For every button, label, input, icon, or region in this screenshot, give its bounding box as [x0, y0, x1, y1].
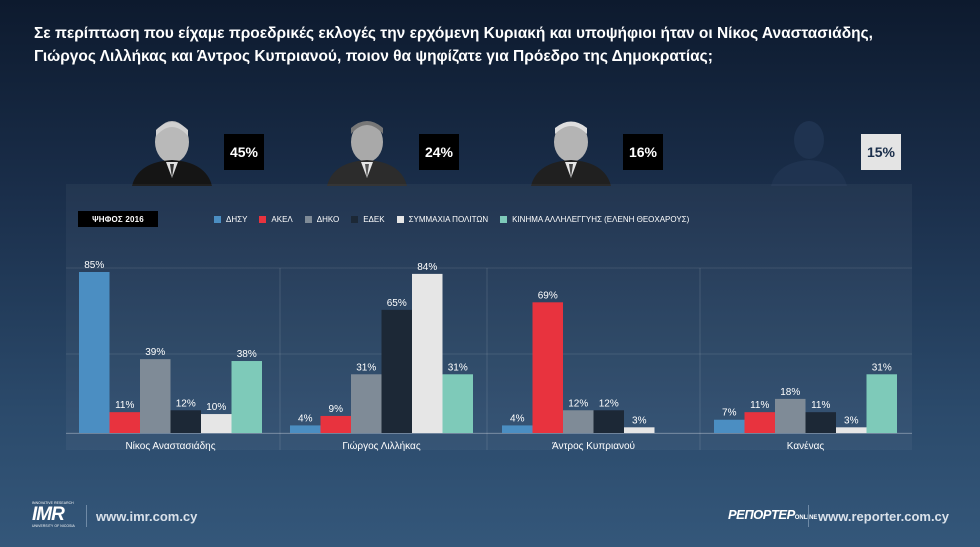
legend-label-3: ΕΔΕΚ: [363, 214, 385, 224]
bar-label-0-1: 11%: [115, 400, 134, 411]
imr-logo: INNOVATIVE RESEARCH IMR UNIVERSITY OF NI…: [32, 501, 82, 528]
bar-3-1: [744, 412, 775, 433]
bar-label-3-3: 11%: [811, 400, 830, 411]
bar-label-0-4: 10%: [206, 402, 226, 413]
legend-swatch-1: [259, 215, 267, 223]
bar-0-4: [201, 414, 232, 433]
legend-label-4: ΣΥΜΜΑΧΙΑ ΠΟΛΙΤΩΝ: [408, 214, 489, 224]
bar-label-2-3: 12%: [599, 398, 619, 409]
category-label-2: Άντρος Κυπριανού: [552, 440, 635, 452]
bar-1-1: [320, 415, 351, 433]
legend-label-1: ΑΚΕΛ: [271, 214, 293, 224]
bar-label-0-2: 39%: [145, 347, 165, 358]
candidate-photo-anastasiadis: [132, 121, 212, 186]
survey-question: Σε περίπτωση που είχαμε προεδρικές εκλογ…: [34, 25, 873, 65]
footer-divider: [86, 505, 87, 527]
reporter-logo-text: ΡΕΠΟΡΤΕΡ: [728, 507, 795, 522]
vote-2016-tag: ΨΗΦΟΣ 2016: [78, 211, 158, 227]
bar-label-1-0: 4%: [298, 413, 313, 424]
reporter-website-link[interactable]: www.reporter.com.cy: [818, 509, 950, 524]
bar-label-2-2: 12%: [568, 398, 588, 409]
legend-label-0: ΔΗΣΥ: [226, 214, 248, 224]
bar-label-1-3: 65%: [387, 298, 407, 309]
bar-label-1-1: 9%: [329, 404, 344, 415]
bar-label-2-4: 3%: [632, 415, 647, 426]
bar-label-3-0: 7%: [722, 408, 737, 419]
bar-1-4: [412, 273, 443, 433]
candidate-lillikas: 24%: [327, 112, 459, 186]
bar-label-1-4: 84%: [417, 262, 437, 273]
bar-1-2: [351, 374, 382, 433]
bar-label-0-0: 85%: [84, 260, 104, 271]
reporter-logo: ΡΕΠΟΡΤΕΡONLINE: [728, 507, 817, 522]
legend-swatch-4: [396, 215, 404, 223]
candidate-pct-anastasiadis: 45%: [224, 134, 264, 170]
bar-0-0: [79, 272, 110, 433]
imr-website-link[interactable]: www.imr.com.cy: [96, 509, 198, 524]
bar-3-0: [714, 419, 745, 433]
footer-divider: [808, 505, 809, 527]
bar-label-3-1: 11%: [750, 400, 769, 411]
bar-label-0-5: 38%: [237, 349, 257, 360]
bar-2-0: [502, 425, 533, 433]
bar-label-0-3: 12%: [176, 398, 196, 409]
category-label-1: Γιώργος Λιλλήκας: [342, 440, 421, 452]
silhouette-icon: [771, 121, 847, 186]
bar-2-1: [532, 302, 563, 433]
reporter-logo-sub: ONLINE: [794, 515, 818, 521]
bar-0-5: [231, 361, 262, 433]
bar-label-1-2: 31%: [356, 362, 376, 373]
bar-label-3-4: 3%: [844, 415, 859, 426]
bar-2-4: [624, 427, 655, 433]
category-label-0: Νίκος Αναστασιάδης: [125, 440, 215, 452]
legend-swatch-0: [214, 215, 221, 223]
candidate-kyprianou: 16%: [531, 112, 663, 186]
bar-label-2-0: 4%: [510, 413, 525, 424]
bar-3-4: [836, 427, 867, 433]
bar-0-1: [109, 412, 140, 433]
legend-label-5: ΚΙΝΗΜΑ ΑΛΛΗΛΕΓΓΥΗΣ (ΕΛΕΝΗ ΘΕΟΧΑΡΟΥΣ): [512, 214, 690, 224]
bar-3-5: [866, 374, 897, 433]
candidate-pct-kyprianou: 16%: [623, 134, 663, 170]
bar-label-2-1: 69%: [538, 290, 558, 301]
bar-2-2: [563, 410, 594, 433]
legend-label-2: ΔΗΚΟ: [316, 214, 340, 224]
bar-label-3-2: 18%: [780, 387, 800, 398]
bar-label-1-5: 31%: [448, 362, 468, 373]
bar-3-2: [775, 398, 806, 433]
bar-0-2: [140, 359, 171, 433]
candidate-photo-lillikas: [327, 121, 407, 186]
category-label-3: Κανένας: [787, 440, 825, 452]
legend-item-3: ΕΔΕΚ: [351, 214, 385, 224]
candidate-none: 15%: [769, 112, 901, 186]
candidate-pct-none: 15%: [861, 134, 901, 170]
legend-swatch-5: [500, 215, 508, 223]
legend-item-0: ΔΗΣΥ: [214, 215, 247, 224]
bar-2-3: [593, 410, 624, 433]
bar-3-3: [805, 412, 836, 433]
imr-logo-text: IMR: [32, 504, 65, 525]
chart-legend: ΔΗΣΥ ΑΚΕΛ ΔΗΚΟ ΕΔΕΚ ΣΥΜΜΑΧΙΑ ΠΟΛΙΤΩΝ ΚΙΝ…: [214, 211, 701, 227]
imr-logo-tagline: INNOVATIVE RESEARCH: [32, 501, 74, 505]
bar-1-3: [381, 309, 412, 433]
candidate-anastasiadis: 45%: [132, 112, 264, 186]
legend-swatch-3: [351, 215, 359, 223]
legend-swatch-2: [304, 215, 312, 223]
legend-item-1: ΑΚΕΛ: [259, 214, 293, 224]
bar-1-5: [442, 374, 473, 433]
legend-item-4: ΣΥΜΜΑΧΙΑ ΠΟΛΙΤΩΝ: [396, 214, 489, 224]
bar-0-3: [170, 410, 201, 433]
chart-panel: [66, 184, 912, 450]
imr-logo-sub: UNIVERSITY OF NICOSIA: [32, 524, 75, 528]
bar-1-0: [290, 425, 321, 433]
candidate-photo-kyprianou: [531, 121, 611, 186]
candidate-pct-lillikas: 24%: [419, 134, 459, 170]
legend-item-5: ΚΙΝΗΜΑ ΑΛΛΗΛΕΓΓΥΗΣ (ΕΛΕΝΗ ΘΕΟΧΑΡΟΥΣ): [500, 215, 689, 224]
legend-item-2: ΔΗΚΟ: [304, 214, 340, 224]
bar-label-3-5: 31%: [872, 362, 892, 373]
